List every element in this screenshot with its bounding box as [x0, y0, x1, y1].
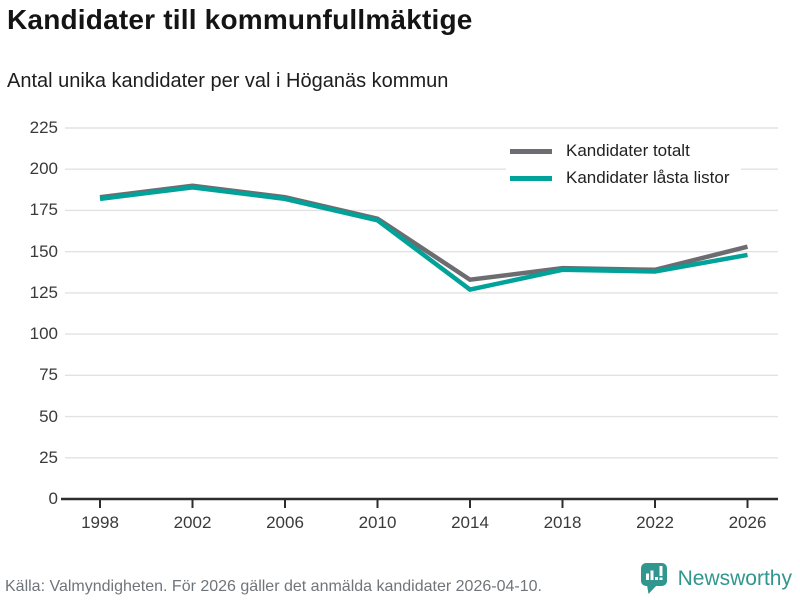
x-axis-tick-label: 2026 — [728, 513, 767, 532]
y-axis-tick-label: 25 — [39, 447, 58, 467]
page-title: Kandidater till kommunfullmäktige — [7, 4, 473, 35]
chart-legend: Kandidater totalt Kandidater låsta listo… — [506, 139, 742, 193]
x-axis-tick-label: 2010 — [358, 513, 397, 532]
y-axis-tick-label: 200 — [29, 159, 58, 179]
x-axis-tick-label: 2014 — [451, 513, 489, 532]
legend-swatch-gray-line — [510, 148, 552, 154]
y-axis-tick-label: 125 — [29, 282, 58, 302]
legend-item-kandidater-lasta-listor: Kandidater låsta listor — [506, 166, 742, 190]
x-axis-tick-label: 2006 — [266, 513, 304, 532]
x-axis-tick-label: 2018 — [543, 513, 582, 532]
chart-subtitle: Antal unika kandidater per val i Höganäs… — [7, 70, 449, 92]
legend-label: Kandidater låsta listor — [566, 168, 730, 187]
y-axis-tick-label: 150 — [29, 241, 58, 261]
x-axis-tick-label: 2002 — [173, 513, 212, 532]
newsworthy-wordmark: Newsworthy — [677, 566, 792, 590]
y-axis-tick-label: 0 — [48, 489, 58, 508]
x-axis-tick-label: 1998 — [81, 513, 119, 532]
y-axis-tick-label: 100 — [29, 324, 58, 344]
source-note: Källa: Valmyndigheten. För 2026 gäller d… — [5, 578, 542, 595]
y-axis-tick-label: 175 — [29, 200, 58, 220]
x-axis-tick-label: 2022 — [636, 513, 674, 532]
legend-item-kandidater-totalt: Kandidater totalt — [506, 139, 742, 163]
y-axis-tick-label: 75 — [39, 365, 58, 385]
legend-label: Kandidater totalt — [566, 141, 690, 160]
newsworthy-bubble-chart-icon — [640, 563, 667, 594]
newsworthy-logo: Newsworthy — [639, 561, 792, 596]
y-axis-tick-label: 50 — [39, 406, 58, 426]
legend-swatch-teal-line — [510, 175, 552, 181]
y-axis-tick-label: 225 — [29, 118, 58, 137]
